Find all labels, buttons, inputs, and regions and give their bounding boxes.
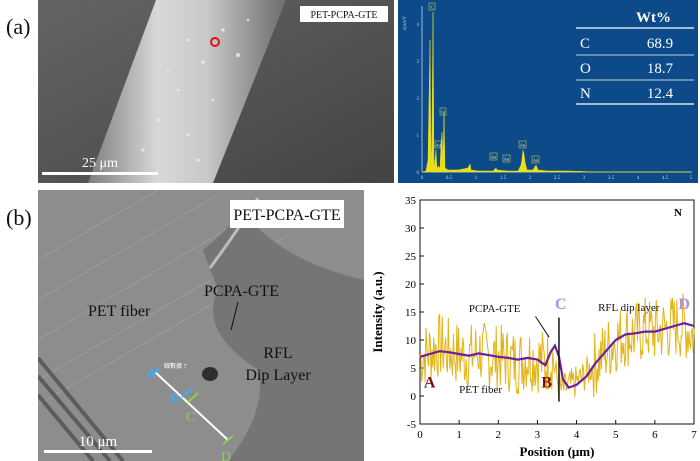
sem-image-a: PET-PCPA-GTE 25 μm: [38, 0, 394, 183]
eds-y-tick: 4: [417, 23, 420, 28]
x-tick-label: 4: [574, 429, 580, 441]
legend-element: N: [674, 207, 682, 219]
sem-image-b: PET-PCPA-GTE PET fiber PCPA-GTE RFL Dip …: [38, 190, 364, 461]
scale-bar-a: [42, 172, 158, 175]
eds-x-tick: 2: [529, 176, 532, 181]
eds-y-tick: 3: [417, 60, 420, 65]
series-raw-line: [419, 293, 695, 398]
fiber-a: [88, 0, 286, 183]
eds-x-tick: 1.5: [500, 176, 507, 181]
x-axis-label: Position (μm): [520, 444, 595, 459]
y-tick-label: 0: [411, 391, 417, 403]
eds-x-tick: 3.5: [608, 176, 615, 181]
label-pcpa-gte: PCPA-GTE: [204, 283, 279, 300]
chart-annotation: RFL dip layer: [598, 302, 660, 314]
eds-peak-label: Au: [504, 157, 510, 162]
y-tick-label: 5: [411, 363, 417, 375]
scale-bar-label-a: 25 μm: [82, 156, 118, 171]
eds-x-tick: 4: [637, 176, 640, 181]
eds-y-tick: 2: [417, 97, 420, 102]
eds-x-tick: 0.5: [446, 176, 453, 181]
annotation-arrow: [535, 316, 550, 338]
chart-annotation: A: [424, 375, 436, 392]
eds-value: 18.7: [647, 61, 674, 77]
point-d: D: [221, 450, 231, 461]
series-smoothed-line: [419, 322, 695, 389]
pore: [202, 367, 218, 381]
eds-peak-label: Au: [520, 143, 526, 148]
eds-spectrum: cps/eV 0 1 2 3 4 0 0.5 1 1.5 2 2.5 3 3.5…: [398, 0, 698, 183]
eds-x-tick: 3: [583, 176, 586, 181]
eds-value: 12.4: [647, 86, 674, 102]
chart-annotation: D: [678, 296, 690, 313]
eds-x-tick: 4.5: [662, 176, 669, 181]
y-tick-label: 20: [405, 279, 417, 291]
y-axis-label: Intensity (a.u.): [370, 271, 385, 352]
rfl-region: [203, 210, 364, 461]
chart-annotation: PET fiber: [459, 384, 502, 396]
scale-bar-b: [44, 450, 152, 453]
point-b: B: [170, 392, 179, 407]
eds-peak-label: Au: [533, 158, 539, 163]
scale-bar-label-b: 10 μm: [79, 434, 118, 450]
sem-tag-b: PET-PCPA-GTE: [233, 207, 340, 224]
sample-point-marker: [210, 37, 220, 47]
chart-annotation: PCPA-GTE: [469, 303, 521, 315]
y-tick-label: 15: [405, 307, 417, 319]
sem-tag-a: PET-PCPA-GTE: [310, 10, 377, 21]
x-tick-label: 0: [417, 429, 423, 441]
y-tick-label: 30: [405, 223, 417, 235]
x-tick-label: 3: [535, 429, 541, 441]
x-tick-label: 1: [456, 429, 462, 441]
eds-x-tick: 0: [421, 176, 424, 181]
panel-a-label: (a): [6, 14, 31, 39]
panel-b-label: (b): [6, 205, 32, 230]
eds-peak-label: Au: [435, 143, 441, 148]
x-tick-label: 6: [652, 429, 658, 441]
label-rfl-line1: RFL: [263, 345, 292, 362]
eds-value: 68.9: [647, 36, 673, 52]
y-tick-label: 25: [405, 251, 417, 263]
eds-table: Wt% C 68.9 O 18.7 N 12.4: [576, 10, 694, 105]
eds-y-unit: cps/eV: [403, 16, 408, 30]
eds-x-tick: 1: [475, 176, 478, 181]
eds-peak-label: C: [430, 5, 433, 10]
y-tick-label: 35: [405, 195, 417, 207]
y-tick-label: 10: [405, 335, 417, 347]
eds-x-tick: 2.5: [554, 176, 561, 181]
x-tick-label: 7: [691, 429, 697, 441]
label-pet-fiber: PET fiber: [88, 303, 151, 320]
y-tick-label: -5: [407, 419, 417, 431]
eds-spectrum-trace: [421, 11, 692, 173]
line-tag: 線數據 7: [164, 362, 187, 370]
eds-y-tick: 0: [417, 171, 420, 176]
eds-table-header: Wt%: [636, 10, 671, 26]
eds-y-tick: 1: [417, 134, 420, 139]
chart-annotation: C: [555, 296, 567, 313]
eds-x-tick: 5: [690, 176, 693, 181]
eds-element: N: [580, 86, 591, 102]
point-a: A: [146, 366, 157, 381]
eds-peak-label: Au: [491, 155, 497, 160]
eds-element: C: [580, 36, 590, 52]
line-scan: [154, 371, 229, 441]
eds-element: O: [580, 61, 591, 77]
label-rfl-line2: Dip Layer: [245, 367, 311, 384]
point-c: C: [186, 410, 195, 425]
chart-annotation: B: [541, 375, 552, 392]
eds-peak-label: O: [441, 110, 445, 115]
x-tick-label: 5: [613, 429, 619, 441]
x-tick-label: 2: [496, 429, 502, 441]
